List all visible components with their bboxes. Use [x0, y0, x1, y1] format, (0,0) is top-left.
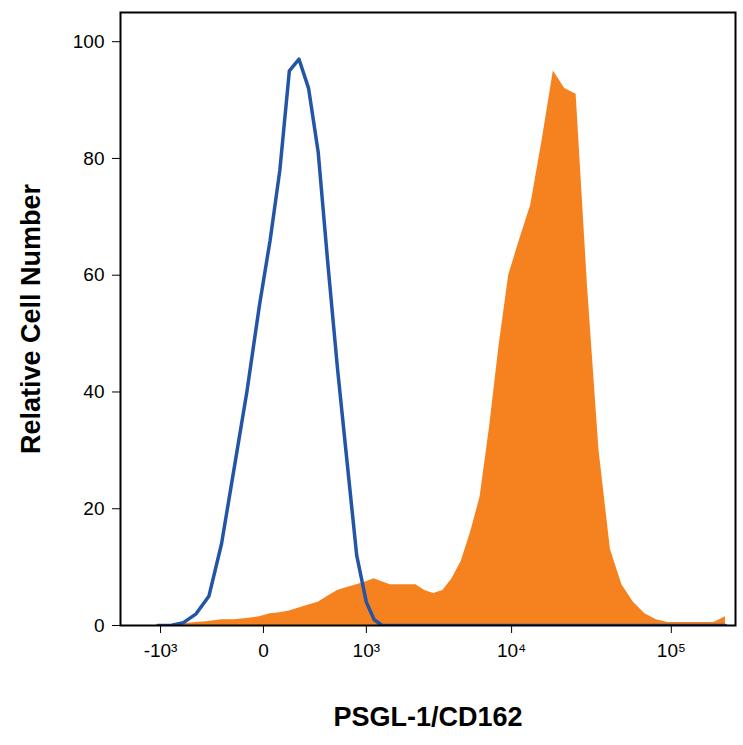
- svg-text:20: 20: [83, 498, 104, 519]
- svg-text:80: 80: [83, 148, 104, 169]
- svg-text:10⁴: 10⁴: [497, 640, 526, 661]
- svg-text:10⁵: 10⁵: [657, 640, 686, 661]
- svg-text:40: 40: [83, 381, 104, 402]
- svg-text:0: 0: [258, 640, 269, 661]
- svg-text:60: 60: [83, 264, 104, 285]
- svg-text:100: 100: [73, 31, 105, 52]
- svg-text:10³: 10³: [353, 640, 380, 661]
- svg-text:0: 0: [94, 615, 105, 636]
- svg-text:-10³: -10³: [144, 640, 178, 661]
- svg-text:PSGL-1/CD162: PSGL-1/CD162: [333, 702, 522, 732]
- svg-text:Relative Cell Number: Relative Cell Number: [16, 183, 46, 454]
